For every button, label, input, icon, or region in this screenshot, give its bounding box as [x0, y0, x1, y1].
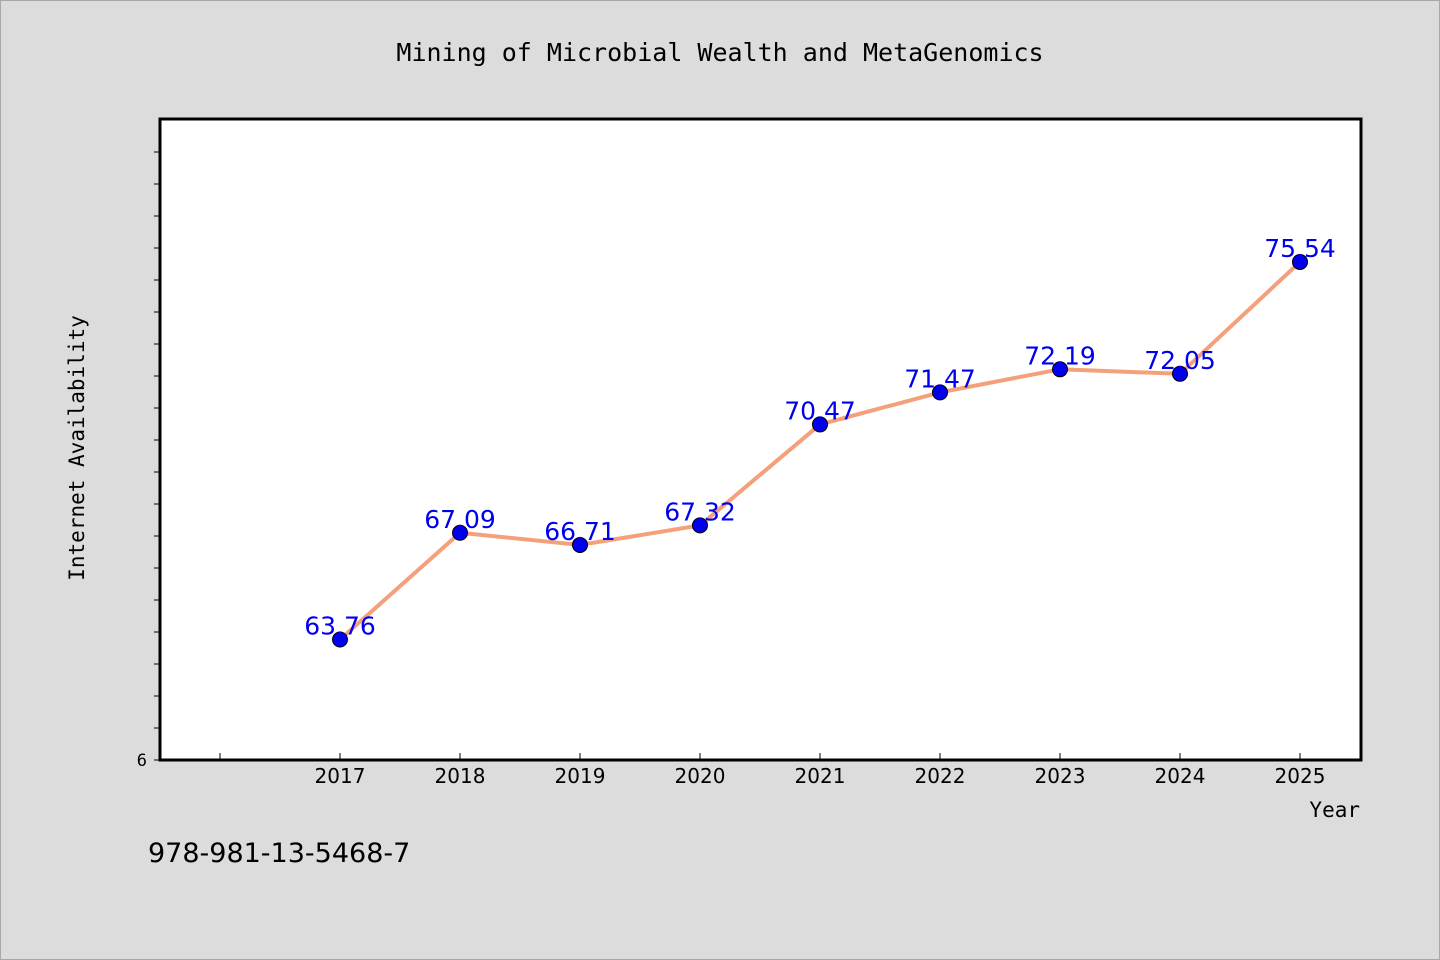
data-label: 75.54 — [1264, 234, 1336, 263]
y-tick-label: 6 — [137, 751, 147, 771]
x-axis-label: Year — [1309, 798, 1360, 822]
data-point — [1172, 365, 1188, 382]
y-axis-label: Internet Availability — [65, 315, 89, 581]
data-label: 72.05 — [1144, 346, 1216, 375]
x-tick-label: 2024 — [1155, 764, 1206, 788]
data-label: 63.76 — [304, 611, 376, 640]
y-axis-ticks — [154, 151, 160, 761]
data-point — [812, 416, 828, 433]
data-label: 72.19 — [1024, 341, 1096, 370]
x-tick-label: 2025 — [1275, 764, 1326, 788]
data-labels-group: 63.76 67.09 66.71 67.32 70.47 71.47 72.19 72.05… — [304, 234, 1336, 641]
x-tick-label: 2022 — [915, 764, 966, 788]
footer-isbn: 978-981-13-5468-7 — [148, 838, 410, 869]
data-label: 71.47 — [904, 364, 976, 393]
data-label: 67.32 — [664, 497, 736, 526]
x-axis-tick-labels: 2017 2018 2019 2020 2021 2022 2023 2024 2025 — [315, 764, 1326, 788]
data-point — [452, 524, 468, 541]
data-point — [572, 536, 588, 553]
chart-title: Mining of Microbial Wealth and MetaGenom… — [396, 38, 1043, 67]
x-axis-ticks — [219, 753, 1301, 760]
x-tick-label: 2023 — [1035, 764, 1086, 788]
points-group — [332, 253, 1308, 648]
x-tick-label: 2020 — [675, 764, 726, 788]
data-point — [932, 384, 948, 401]
data-point — [332, 631, 348, 648]
data-label: 70.47 — [784, 396, 856, 425]
data-label: 67.09 — [424, 505, 496, 534]
x-tick-label: 2018 — [435, 764, 486, 788]
data-point — [1052, 361, 1068, 378]
data-label: 66.71 — [544, 517, 616, 546]
data-point — [692, 517, 708, 534]
x-tick-label: 2019 — [555, 764, 606, 788]
plot-area — [158, 117, 1363, 762]
data-point — [1292, 253, 1308, 270]
x-tick-label: 2021 — [795, 764, 846, 788]
x-tick-label: 2017 — [315, 764, 366, 788]
